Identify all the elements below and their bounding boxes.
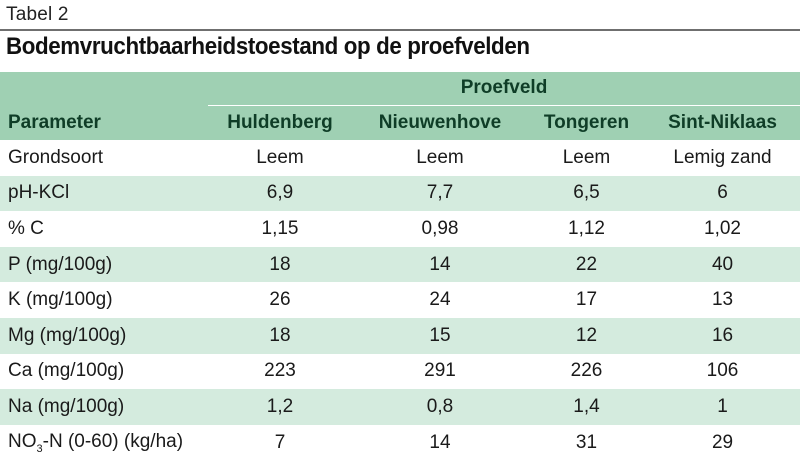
table-cell: 24: [429, 289, 451, 311]
table-cell: 16: [711, 324, 734, 346]
header-field-nieuwenhove: Nieuwenhove: [378, 111, 502, 133]
header-parameter: Parameter: [8, 111, 101, 133]
row-label: Grondsoort: [8, 146, 104, 168]
row-label: NO3-N (0-60) (kg/ha): [0, 425, 208, 461]
header-empty-cell: [0, 72, 208, 105]
table-cell: 31: [575, 431, 598, 453]
table-row: Grondsoort Leem Leem Leem Lemig zand: [0, 140, 800, 176]
table-cell: 15: [429, 324, 451, 346]
row-label: K (mg/100g): [8, 289, 113, 311]
table-cell: 17: [575, 289, 598, 311]
table-cell: 226: [570, 360, 603, 382]
table-cell: 7: [274, 431, 286, 453]
table-cell: 106: [706, 360, 739, 382]
table-cell: 1,15: [261, 217, 299, 239]
table-cell: 1: [717, 395, 728, 417]
row-label: Mg (mg/100g): [8, 324, 127, 346]
row-label: Na (mg/100g): [8, 395, 125, 417]
header-field-tongeren: Tongeren: [543, 111, 630, 133]
table-title: Bodemvruchtbaarheidstoestand op de proef…: [6, 33, 530, 60]
header-group-proefveld: Proefveld: [208, 72, 800, 106]
table-cell: 6,5: [573, 182, 600, 204]
table-cell: 26: [269, 289, 291, 311]
table-cell: Leem: [416, 146, 464, 168]
table-row: K (mg/100g) 26 24 17 13: [0, 282, 800, 318]
header-row-columns: Parameter Huldenberg Nieuwenhove Tongere…: [0, 105, 800, 140]
table-cell: 1,2: [266, 395, 294, 417]
header-field-sint-niklaas: Sint-Niklaas: [668, 111, 777, 133]
table-label: Tabel 2: [6, 4, 69, 25]
row-label: Ca (mg/100g): [8, 360, 125, 382]
table-cell: 14: [429, 431, 451, 453]
table-row: Ca (mg/100g) 223 291 226 106: [0, 353, 800, 390]
header-field-huldenberg: Huldenberg: [227, 111, 333, 133]
table-cell: 0,98: [421, 217, 459, 239]
table-cell: 223: [264, 360, 296, 382]
table-cell: 0,8: [426, 395, 454, 417]
table-row: Na (mg/100g) 1,2 0,8 1,4 1: [0, 389, 800, 425]
table-cell: 12: [575, 324, 598, 346]
table-cell: Leem: [562, 146, 611, 168]
table-cell: 13: [711, 289, 734, 311]
table-cell: 40: [711, 253, 734, 275]
row-label: % C: [8, 217, 44, 239]
table-row: Mg (mg/100g) 18 15 12 16: [0, 317, 800, 354]
soil-fertility-table: Proefveld Parameter Huldenberg Nieuwenho…: [0, 72, 800, 461]
table-cell: 6: [717, 182, 728, 204]
table-cell: Lemig zand: [673, 146, 772, 168]
table-cell: Leem: [256, 146, 304, 168]
table-cell: 29: [711, 431, 734, 453]
table-cell: 1,02: [704, 217, 741, 239]
table-cell: 1,4: [573, 395, 600, 417]
table-cell: 22: [575, 253, 598, 275]
table-cell: 291: [424, 360, 456, 382]
table-cell: 6,9: [266, 182, 294, 204]
row-label-prefix: NO: [8, 430, 37, 452]
row-label-subscript: 3: [36, 442, 43, 455]
table-cell: 18: [269, 253, 291, 275]
row-label-suffix: -N (0-60) (kg/ha): [42, 430, 184, 452]
row-label: P (mg/100g): [8, 253, 113, 275]
table-cell: 7,7: [426, 182, 454, 204]
table-cell: 1,12: [568, 217, 605, 239]
header-row-group: Proefveld: [0, 72, 800, 106]
table-row: % C 1,15 0,98 1,12 1,02: [0, 211, 800, 247]
top-rule: [0, 29, 800, 31]
table-row: P (mg/100g) 18 14 22 40: [0, 246, 800, 283]
table-row: NO3-N (0-60) (kg/ha) 7 14 31 29: [0, 424, 800, 461]
table-cell: 18: [269, 324, 291, 346]
row-label: pH-KCl: [8, 182, 70, 204]
table-cell: 14: [429, 253, 451, 275]
table-row: pH-KCl 6,9 7,7 6,5 6: [0, 175, 800, 212]
